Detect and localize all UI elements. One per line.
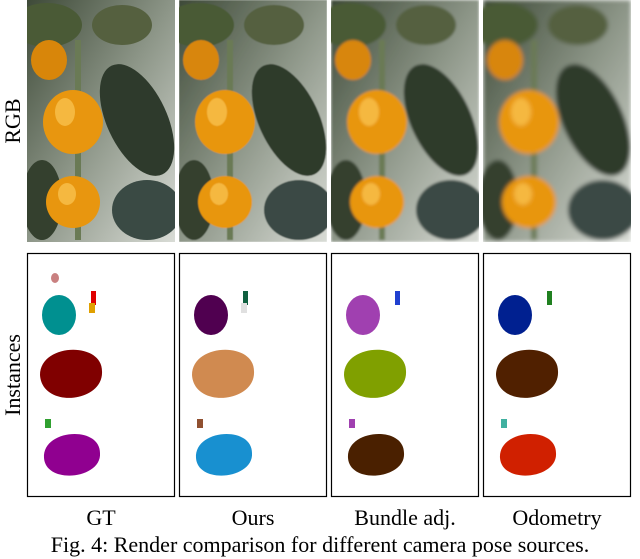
leaf xyxy=(112,180,175,240)
instance xyxy=(501,419,507,428)
pepper xyxy=(43,90,103,154)
rgb-image xyxy=(483,0,631,242)
pepper xyxy=(183,40,219,80)
leaf xyxy=(179,3,234,47)
instance xyxy=(395,291,400,305)
pepper xyxy=(347,90,407,154)
pepper xyxy=(335,40,371,80)
leaf xyxy=(331,160,366,240)
instance xyxy=(194,295,228,335)
column-label: Bundle adj. xyxy=(354,505,455,530)
leaf xyxy=(483,160,518,240)
leaf xyxy=(555,64,631,176)
instance xyxy=(195,433,253,476)
instance xyxy=(45,419,51,428)
row-label: RGB xyxy=(0,98,25,143)
column-label: GT xyxy=(86,505,116,530)
instance xyxy=(344,349,407,398)
highlight xyxy=(362,183,380,205)
leaf xyxy=(251,64,327,176)
highlight xyxy=(514,183,532,205)
leaf xyxy=(99,64,175,176)
instance xyxy=(197,419,203,428)
highlight xyxy=(210,183,228,205)
leaf xyxy=(244,5,304,45)
pepper xyxy=(499,90,559,154)
column-label: Odometry xyxy=(512,505,601,530)
column-label: Ours xyxy=(232,505,275,530)
leaf xyxy=(264,180,327,240)
leaf xyxy=(27,3,82,47)
highlight xyxy=(58,183,76,205)
leaf xyxy=(403,64,479,176)
leaf xyxy=(548,5,608,45)
leaf xyxy=(27,160,62,240)
instance xyxy=(547,291,552,305)
highlight xyxy=(55,98,75,126)
highlight xyxy=(207,98,227,126)
highlight xyxy=(359,98,379,126)
pepper xyxy=(31,40,67,80)
leaf xyxy=(179,160,214,240)
rgb-image xyxy=(27,0,175,242)
instance xyxy=(347,433,405,476)
row-label: Instances xyxy=(0,334,25,416)
leaf xyxy=(483,3,538,47)
instance xyxy=(43,433,101,476)
rgb-image xyxy=(179,0,327,242)
instance xyxy=(91,291,96,305)
highlight xyxy=(511,98,531,126)
instance xyxy=(499,433,557,476)
instance xyxy=(42,295,76,335)
leaf xyxy=(331,3,386,47)
instance xyxy=(192,349,255,398)
instance xyxy=(498,295,532,335)
instance xyxy=(51,273,59,283)
instance xyxy=(40,349,103,398)
instance xyxy=(346,295,380,335)
pepper xyxy=(195,90,255,154)
instance xyxy=(89,303,95,313)
leaf xyxy=(92,5,152,45)
leaf xyxy=(568,180,631,240)
pepper xyxy=(487,40,523,80)
caption: Fig. 4: Render comparison for different … xyxy=(51,532,589,557)
rgb-image xyxy=(331,0,479,242)
leaf xyxy=(396,5,456,45)
instance xyxy=(349,419,355,428)
instance xyxy=(241,303,247,313)
leaf xyxy=(416,180,479,240)
instance xyxy=(496,349,559,398)
instance xyxy=(243,291,248,305)
